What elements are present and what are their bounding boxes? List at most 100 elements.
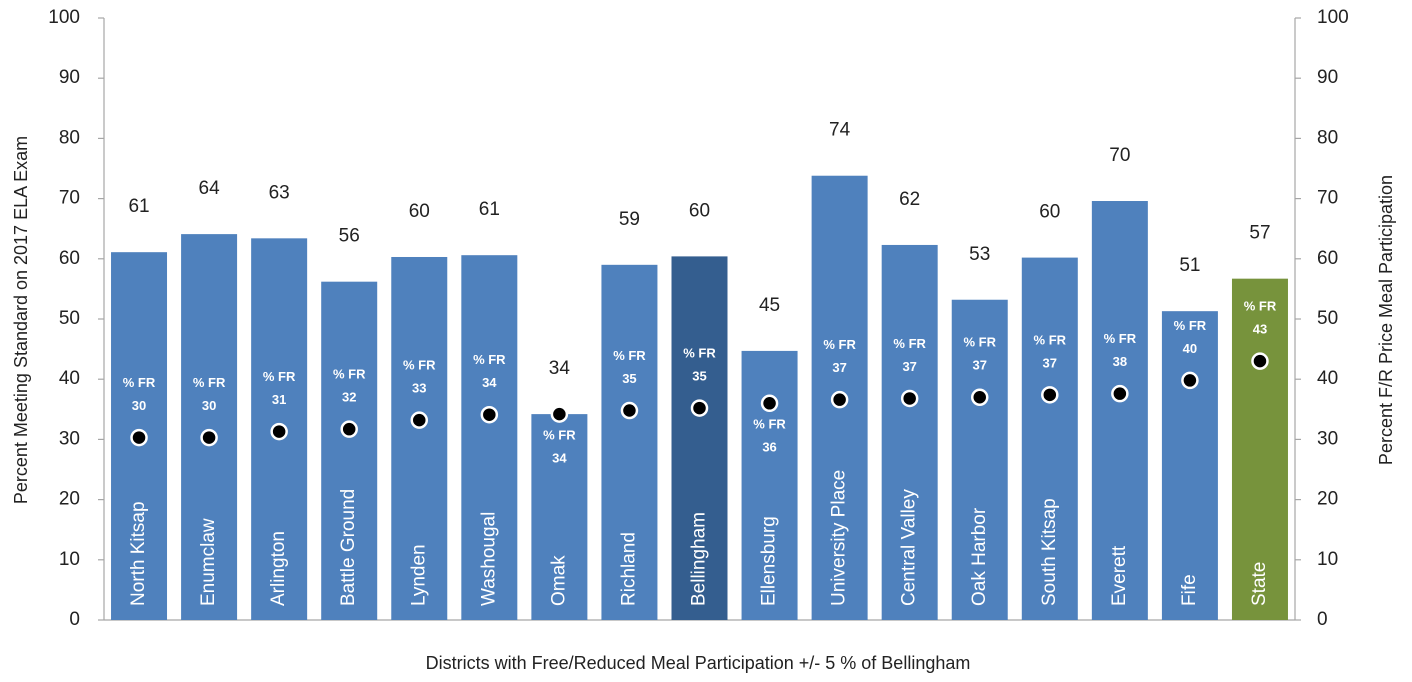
category-label: Lynden — [408, 544, 429, 606]
bar — [321, 281, 378, 620]
dot-value-label: 37 — [832, 360, 846, 375]
y2-tick-label: 80 — [1317, 127, 1338, 148]
category-label: Bellingham — [689, 512, 710, 606]
dot — [970, 388, 989, 407]
bar-value-label: 60 — [689, 200, 710, 221]
dot-label-prefix: % FR — [403, 358, 436, 373]
category-label: State — [1249, 562, 1270, 606]
bar — [461, 255, 518, 621]
dot-label-prefix: % FR — [1104, 331, 1137, 346]
dot — [550, 405, 569, 423]
category-label: Richland — [618, 532, 639, 606]
bar — [181, 234, 238, 621]
dot-value-label: 38 — [1113, 354, 1127, 369]
dot-value-label: 37 — [1043, 355, 1057, 370]
dot-value-label: 43 — [1253, 322, 1267, 337]
category-label: Fife — [1179, 574, 1200, 606]
dot-label-prefix: % FR — [123, 375, 156, 390]
dot — [1041, 386, 1059, 404]
dot-label-prefix: % FR — [893, 336, 926, 351]
bar-value-label: 60 — [1039, 202, 1060, 223]
category-label: North Kitsap — [128, 501, 149, 606]
y2-tick-label: 20 — [1317, 489, 1338, 510]
y-tick-label: 90 — [59, 67, 80, 88]
y2-tick-label: 0 — [1317, 609, 1328, 630]
dot-label-prefix: % FR — [1174, 318, 1207, 333]
bar — [1161, 311, 1218, 620]
dot-label-prefix: % FR — [333, 367, 366, 382]
category-label: Battle Ground — [338, 489, 359, 606]
dot-value-label: 32 — [342, 390, 356, 405]
bar-value-label: 57 — [1249, 223, 1270, 244]
category-label: Central Valley — [899, 489, 920, 606]
bar — [671, 256, 728, 620]
dot-value-label: 34 — [482, 375, 497, 390]
bar-value-label: 45 — [759, 295, 780, 316]
bar — [391, 256, 448, 620]
bar-value-label: 34 — [549, 358, 571, 379]
y2-tick-label: 60 — [1317, 248, 1338, 269]
dot-value-label: 33 — [412, 381, 426, 396]
y2-tick-label: 30 — [1317, 428, 1338, 449]
dot-value-label: 40 — [1183, 341, 1197, 356]
y-tick-label: 0 — [69, 609, 80, 630]
y2-tick-label: 40 — [1317, 368, 1338, 389]
bar-value-label: 61 — [128, 196, 149, 217]
bar-value-label: 59 — [619, 209, 640, 230]
category-label: Enumclaw — [198, 518, 219, 606]
y-tick-label: 10 — [59, 549, 80, 570]
dot — [690, 399, 709, 417]
dot — [760, 394, 779, 413]
dot-label-prefix: % FR — [613, 348, 646, 363]
category-label: South Kitsap — [1039, 498, 1060, 606]
dot — [900, 389, 919, 408]
category-label: University Place — [829, 470, 850, 606]
dot-value-label: 30 — [132, 398, 146, 413]
dot — [480, 405, 499, 424]
dot-value-label: 31 — [272, 392, 286, 407]
dot-label-prefix: % FR — [543, 428, 576, 443]
dot-label-prefix: % FR — [263, 369, 296, 384]
y-tick-label: 40 — [59, 368, 80, 389]
y-tick-label: 60 — [59, 248, 80, 269]
y2-tick-label: 100 — [1317, 7, 1349, 28]
dot-label-prefix: % FR — [193, 375, 226, 390]
y-axis-label: Percent Meeting Standard on 2017 ELA Exa… — [11, 136, 31, 504]
dot-value-label: 35 — [692, 369, 706, 384]
category-label: Everett — [1109, 545, 1130, 606]
y-tick-label: 20 — [59, 489, 80, 510]
bar — [601, 264, 658, 620]
category-label: Oak Harbor — [969, 507, 990, 606]
bar-value-label: 62 — [899, 189, 920, 210]
dot — [830, 390, 849, 409]
dot — [200, 428, 218, 447]
dot-label-prefix: % FR — [823, 337, 856, 352]
y2-tick-label: 50 — [1317, 308, 1338, 329]
category-label: Washougal — [478, 512, 499, 606]
dot — [340, 420, 358, 438]
bar-value-label: 53 — [969, 244, 990, 265]
dot-value-label: 36 — [762, 440, 776, 455]
y-tick-label: 50 — [59, 308, 80, 329]
dot-label-prefix: % FR — [753, 417, 786, 432]
bar-value-label: 70 — [1109, 145, 1130, 166]
bar-value-label: 60 — [409, 201, 430, 222]
bar — [951, 299, 1008, 620]
y2-axis-label: Percent F/R Price Meal Participation — [1376, 175, 1396, 465]
bar — [1021, 257, 1078, 620]
y-tick-label: 100 — [48, 7, 80, 28]
category-label: Ellensburg — [759, 516, 780, 606]
bar-value-label: 51 — [1179, 255, 1200, 276]
bar-value-label: 61 — [479, 199, 500, 220]
dot-value-label: 30 — [202, 398, 216, 413]
category-label: Arlington — [268, 531, 289, 606]
dot-value-label: 37 — [902, 359, 916, 374]
dot-value-label: 37 — [973, 358, 987, 373]
dot-value-label: 34 — [552, 451, 567, 466]
bar-value-label: 64 — [199, 178, 221, 199]
y2-tick-label: 90 — [1317, 67, 1338, 88]
y-tick-label: 70 — [59, 188, 80, 209]
bar — [1091, 201, 1148, 620]
dot — [130, 428, 148, 447]
